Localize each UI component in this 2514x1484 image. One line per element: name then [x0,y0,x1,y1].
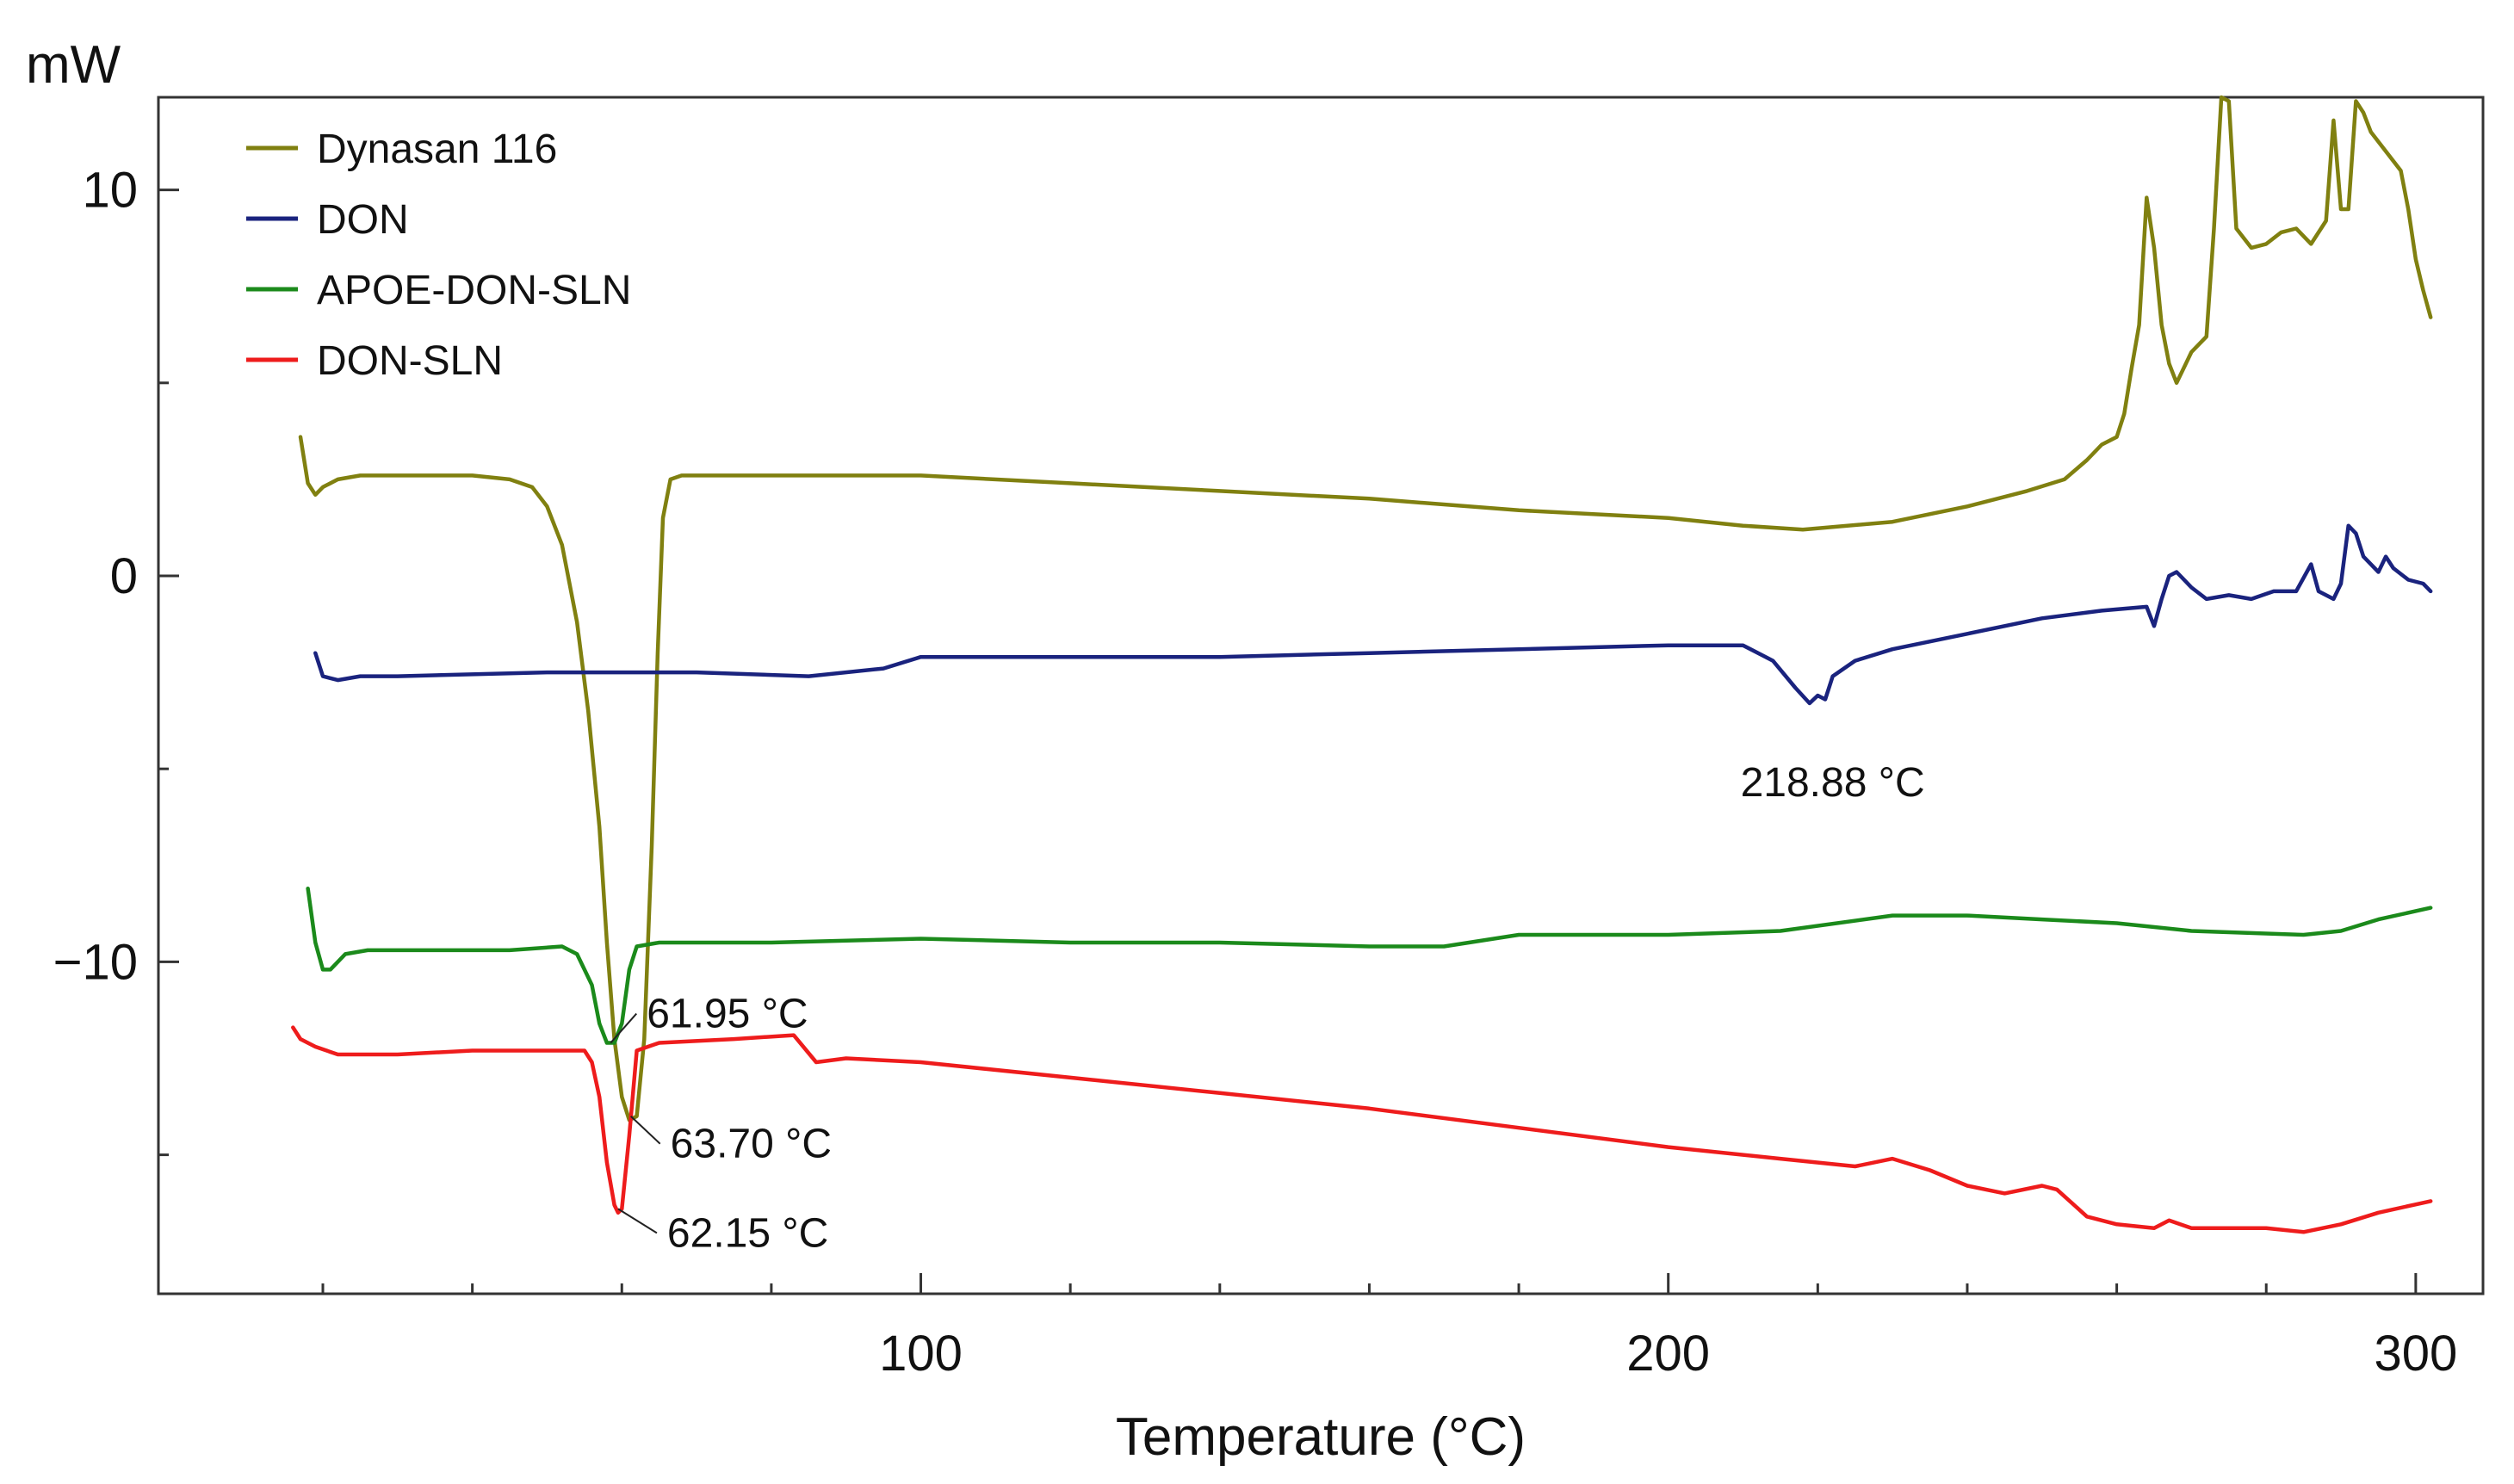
legend-label: DON-SLN [317,338,503,384]
legend-label: APOE-DON-SLN [317,268,631,313]
annotation-label: 61.95 °C [647,992,808,1037]
series-line-don [313,523,2433,706]
y-tick-label: 10 [82,163,138,219]
series-line-dynasan-116 [298,95,2433,1122]
series-line-don-sln [291,1025,2433,1234]
plot-frame [157,96,2485,1295]
annotation-label: 62.15 °C [667,1210,828,1256]
y-axis-title: mW [26,35,121,95]
legend-label: Dynasan 116 [317,127,557,172]
annotation-layer: 218.88 °C 61.95 °C 63.70 °C 62.15 °C [610,760,1925,1256]
annotation-leader-line [629,1116,661,1145]
x-tick-label: 200 [1626,1326,1710,1382]
y-axis-ticks: −10 0 10 [53,163,179,1157]
annotation-leader-line [610,1012,637,1044]
annotation-label: 218.88 °C [1741,760,1925,806]
legend: Dynasan 116 DON APOE-DON-SLN DON-SLN [246,127,631,384]
series-layer [291,95,2433,1234]
y-tick-label: −10 [53,934,138,990]
x-axis-title: Temperature (°C) [1116,1407,1526,1467]
legend-label: DON [317,197,409,243]
y-tick-label: 0 [110,548,138,604]
annotation-leader-line [617,1208,658,1234]
series-line-apoe-don-sln [306,886,2433,1045]
x-tick-label: 300 [2374,1326,2457,1382]
annotation-label: 63.70 °C [671,1122,832,1167]
x-axis-ticks: 100 200 300 [321,1273,2457,1382]
x-tick-label: 100 [879,1326,963,1382]
